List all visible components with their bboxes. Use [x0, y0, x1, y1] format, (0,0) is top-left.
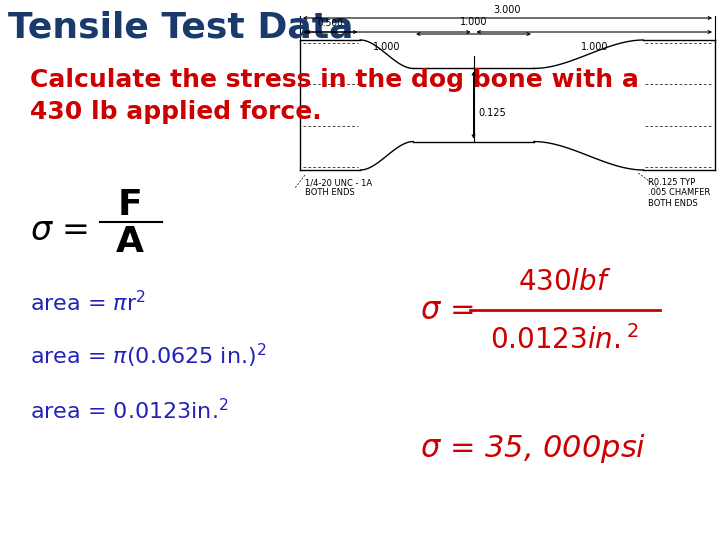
Text: 1/4-20 UNC - 1A
BOTH ENDS: 1/4-20 UNC - 1A BOTH ENDS — [305, 178, 372, 198]
Text: 1.000: 1.000 — [580, 42, 608, 52]
Text: area = 0.0123in.$^2$: area = 0.0123in.$^2$ — [30, 398, 228, 423]
Text: Tensile Test Data: Tensile Test Data — [8, 10, 354, 44]
Text: 0.125: 0.125 — [479, 108, 506, 118]
Text: 430 lb applied force.: 430 lb applied force. — [30, 100, 322, 124]
Text: 1.000: 1.000 — [460, 17, 487, 27]
Text: F: F — [117, 188, 143, 222]
Text: 0.500: 0.500 — [318, 19, 343, 28]
Text: A: A — [116, 225, 144, 259]
Text: 3.000: 3.000 — [494, 5, 521, 15]
Text: $\mathit{\sigma}$ =: $\mathit{\sigma}$ = — [420, 296, 474, 325]
Text: $430lbf$: $430lbf$ — [518, 268, 612, 296]
Text: area = $\pi$r$^2$: area = $\pi$r$^2$ — [30, 290, 146, 315]
Text: area = $\pi$(0.0625 in.)$^2$: area = $\pi$(0.0625 in.)$^2$ — [30, 342, 266, 370]
Text: 1.000: 1.000 — [373, 42, 400, 52]
Text: R0.125 TYP
.005 CHAMFER
BOTH ENDS: R0.125 TYP .005 CHAMFER BOTH ENDS — [648, 178, 711, 208]
Text: Calculate the stress in the dog bone with a: Calculate the stress in the dog bone wit… — [30, 68, 639, 92]
Text: $0.0123in.^{2}$: $0.0123in.^{2}$ — [490, 325, 639, 355]
Text: $\mathit{\sigma}$ =: $\mathit{\sigma}$ = — [30, 213, 88, 246]
Text: $\mathit{\sigma}$ = 35, 000$psi$: $\mathit{\sigma}$ = 35, 000$psi$ — [420, 431, 647, 465]
